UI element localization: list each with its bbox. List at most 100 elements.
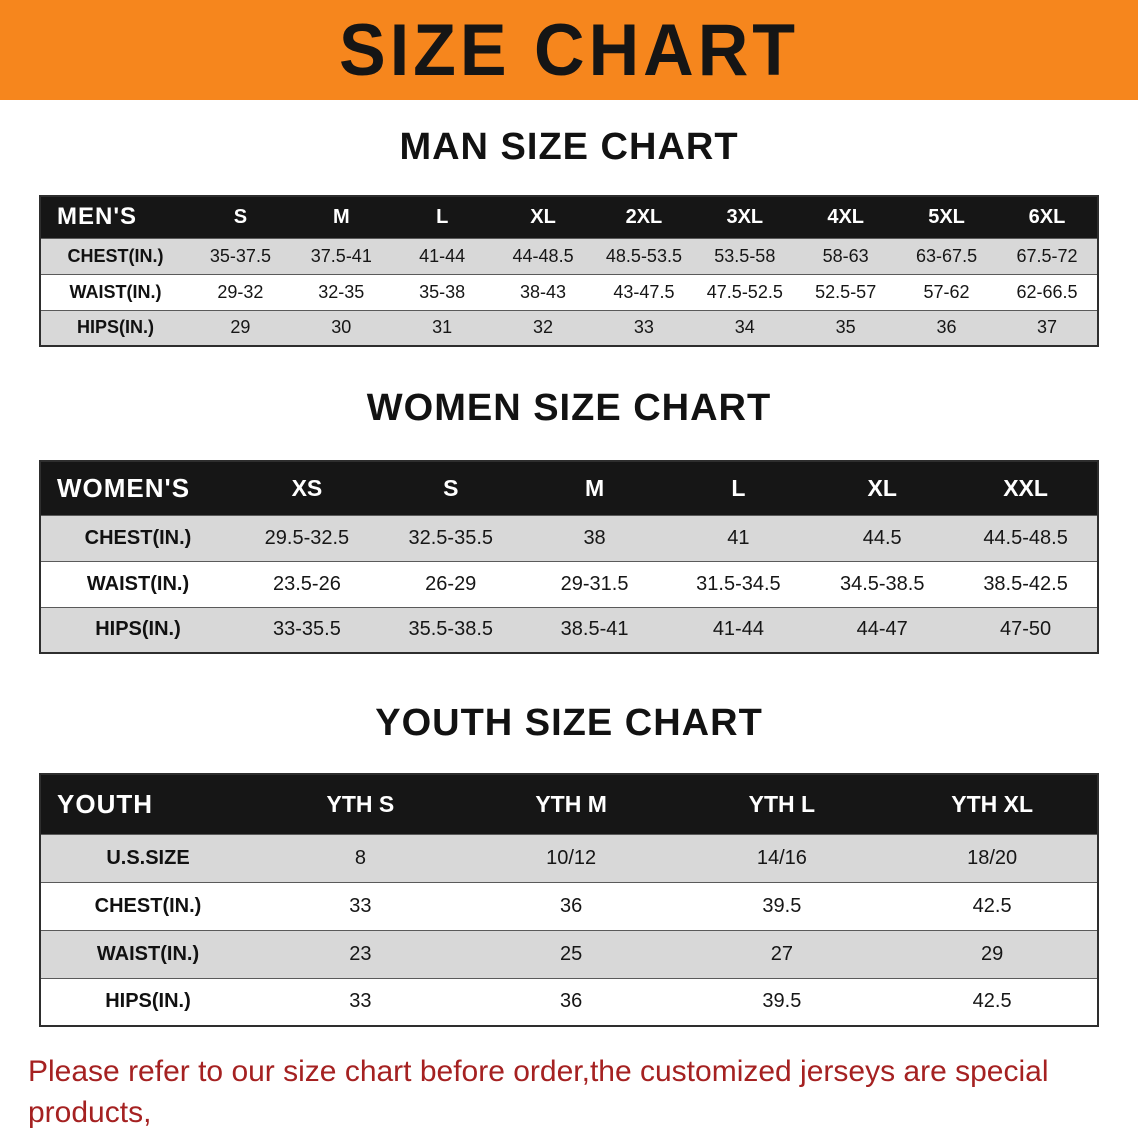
disclaimer-line-1: Please refer to our size chart before or… [28, 1055, 1049, 1129]
size-value: 44.5 [810, 514, 955, 562]
size-column-header: YTH L [676, 773, 888, 835]
size-column-header: XS [235, 460, 379, 516]
row-label: WAIST(IN.) [40, 273, 190, 311]
size-value: 38.5-41 [522, 606, 667, 654]
table-corner-label: WOMEN'S [40, 460, 235, 516]
size-value: 34 [694, 309, 796, 347]
size-value: 31.5-34.5 [666, 560, 811, 608]
size-value: 33 [255, 881, 466, 931]
men-size-chart-section: MAN SIZE CHART MEN'S S M L XL 2XL 3XL 4XL 5XL 6XL… [0, 126, 1138, 347]
table-corner-label: YOUTH [40, 773, 255, 835]
table-row: WAIST(IN.) 23 25 27 29 [40, 929, 1098, 979]
size-value: 43-47.5 [593, 273, 695, 311]
table-header-row: WOMEN'S XS S M L XL XXL [40, 460, 1098, 516]
size-value: 37.5-41 [290, 237, 392, 275]
size-value: 37 [997, 309, 1098, 347]
size-value: 29-31.5 [522, 560, 667, 608]
size-value: 27 [676, 929, 888, 979]
size-value: 63-67.5 [896, 237, 997, 275]
size-value: 23.5-26 [235, 560, 379, 608]
size-value: 58-63 [795, 237, 897, 275]
size-value: 34.5-38.5 [810, 560, 955, 608]
table-row: WAIST(IN.) 29-32 32-35 35-38 38-43 43-47.5 47.… [40, 273, 1098, 311]
size-value: 23 [255, 929, 466, 979]
row-label: CHEST(IN.) [40, 237, 190, 275]
disclaimer: Please refer to our size chart before or… [0, 1051, 1138, 1132]
size-column-header: YTH XL [887, 773, 1098, 835]
size-column-header: M [522, 460, 667, 516]
men-size-table: MEN'S S M L XL 2XL 3XL 4XL 5XL 6XL CHEST(IN.) 35-37… [39, 195, 1099, 347]
size-column-header: XL [810, 460, 955, 516]
table-row: WAIST(IN.) 23.5-26 26-29 29-31.5 31.5-34.5 34… [40, 560, 1098, 608]
size-value: 36 [465, 977, 677, 1027]
size-value: 31 [391, 309, 493, 347]
size-value: 36 [465, 881, 677, 931]
size-column-header: 3XL [694, 195, 796, 239]
size-value: 42.5 [887, 977, 1098, 1027]
size-value: 53.5-58 [694, 237, 796, 275]
size-value: 44-47 [810, 606, 955, 654]
row-label: CHEST(IN.) [40, 514, 235, 562]
size-value: 52.5-57 [795, 273, 897, 311]
size-value: 48.5-53.5 [593, 237, 695, 275]
size-value: 67.5-72 [997, 237, 1098, 275]
size-column-header: XXL [954, 460, 1098, 516]
size-value: 26-29 [378, 560, 523, 608]
table-row: CHEST(IN.) 35-37.5 37.5-41 41-44 44-48.5 48.5… [40, 237, 1098, 275]
size-value: 29-32 [190, 273, 291, 311]
size-value: 47-50 [954, 606, 1098, 654]
size-value: 29 [190, 309, 291, 347]
size-value: 47.5-52.5 [694, 273, 796, 311]
row-label: U.S.SIZE [40, 833, 255, 883]
size-value: 14/16 [676, 833, 888, 883]
row-label: CHEST(IN.) [40, 881, 255, 931]
size-value: 42.5 [887, 881, 1098, 931]
size-value: 29 [887, 929, 1098, 979]
size-value: 38-43 [492, 273, 594, 311]
size-value: 33-35.5 [235, 606, 379, 654]
table-row: HIPS(IN.) 29 30 31 32 33 34 35 36 37 [40, 309, 1098, 347]
size-column-header: S [378, 460, 523, 516]
size-column-header: YTH S [255, 773, 466, 835]
men-section-heading: MAN SIZE CHART [399, 126, 739, 168]
youth-size-table: YOUTH YTH S YTH M YTH L YTH XL U.S.SIZE 8 10/12… [39, 773, 1099, 1027]
size-value: 57-62 [896, 273, 997, 311]
size-column-header: XL [492, 195, 594, 239]
youth-section-heading: YOUTH SIZE CHART [375, 702, 763, 744]
size-value: 38 [522, 514, 667, 562]
size-value: 32-35 [290, 273, 392, 311]
size-chart-banner: SIZE CHART [0, 0, 1138, 100]
size-column-header: 2XL [593, 195, 695, 239]
size-value: 32.5-35.5 [378, 514, 523, 562]
size-value: 33 [255, 977, 466, 1027]
table-header-row: MEN'S S M L XL 2XL 3XL 4XL 5XL 6XL [40, 195, 1098, 239]
size-column-header: YTH M [465, 773, 677, 835]
table-row: CHEST(IN.) 33 36 39.5 42.5 [40, 881, 1098, 931]
size-column-header: 6XL [997, 195, 1098, 239]
size-column-header: 4XL [795, 195, 897, 239]
size-value: 38.5-42.5 [954, 560, 1098, 608]
size-column-header: L [666, 460, 811, 516]
size-value: 10/12 [465, 833, 677, 883]
size-value: 41-44 [391, 237, 493, 275]
size-column-header: 5XL [896, 195, 997, 239]
size-value: 29.5-32.5 [235, 514, 379, 562]
table-row: HIPS(IN.) 33 36 39.5 42.5 [40, 977, 1098, 1027]
size-value: 39.5 [676, 881, 888, 931]
size-value: 36 [896, 309, 997, 347]
size-column-header: S [190, 195, 291, 239]
size-value: 39.5 [676, 977, 888, 1027]
size-value: 44-48.5 [492, 237, 594, 275]
size-value: 35 [795, 309, 897, 347]
row-label: HIPS(IN.) [40, 606, 235, 654]
size-value: 62-66.5 [997, 273, 1098, 311]
size-value: 18/20 [887, 833, 1098, 883]
women-size-chart-section: WOMEN SIZE CHART WOMEN'S XS S M L XL XXL CHEST(… [0, 387, 1138, 654]
table-row: HIPS(IN.) 33-35.5 35.5-38.5 38.5-41 41-44 44-… [40, 606, 1098, 654]
size-column-header: M [290, 195, 392, 239]
size-value: 41 [666, 514, 811, 562]
row-label: WAIST(IN.) [40, 929, 255, 979]
youth-size-chart-section: YOUTH SIZE CHART YOUTH YTH S YTH M YTH L YTH… [0, 702, 1138, 1027]
table-header-row: YOUTH YTH S YTH M YTH L YTH XL [40, 773, 1098, 835]
table-row: U.S.SIZE 8 10/12 14/16 18/20 [40, 833, 1098, 883]
